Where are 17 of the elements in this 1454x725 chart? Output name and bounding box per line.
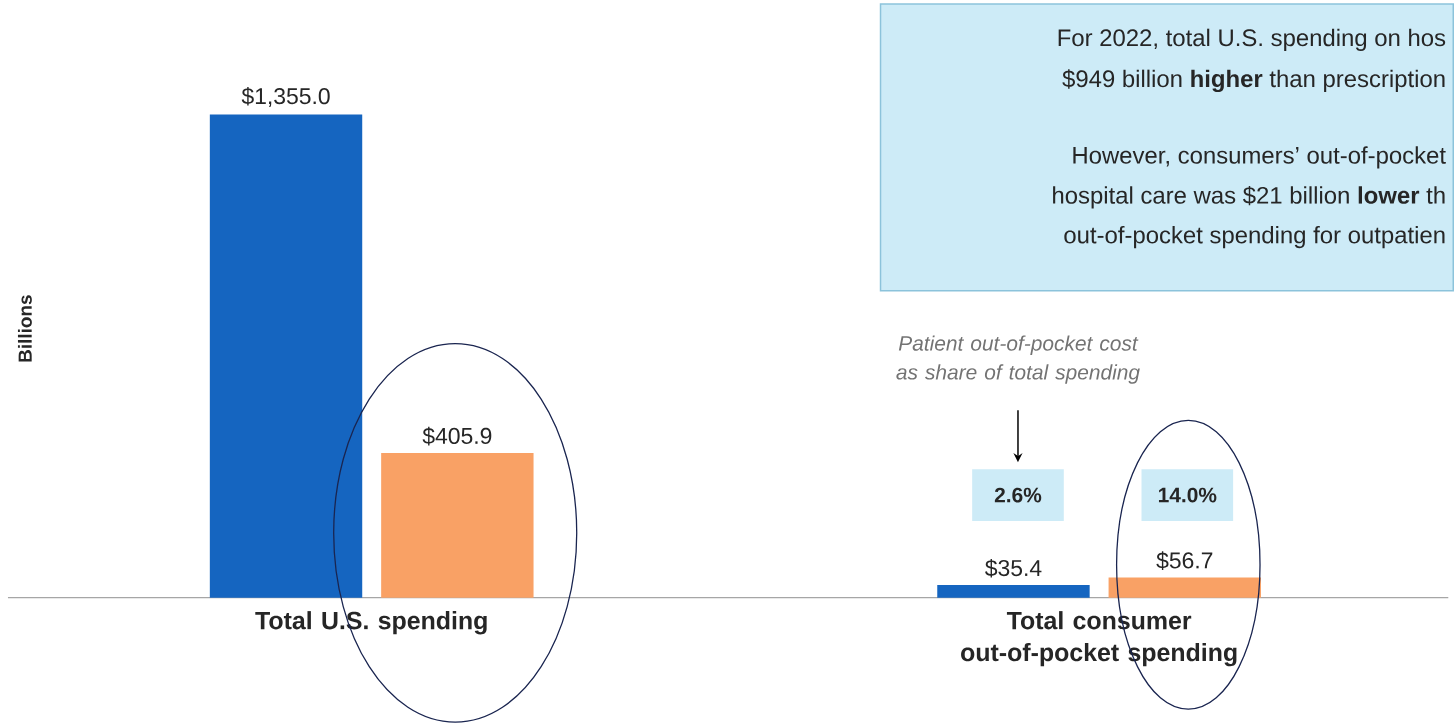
annotation: 2.6% bbox=[994, 487, 1042, 503]
bar bbox=[381, 452, 534, 598]
data-label: $1,355.0 bbox=[241, 86, 330, 107]
y-axis-title: Billions bbox=[17, 295, 32, 362]
data-label: $405.9 bbox=[422, 426, 492, 446]
annotation: 14.0% bbox=[1158, 487, 1217, 503]
annotation: out-of-pocket spending for outpatien bbox=[1064, 225, 1445, 249]
data-label: $35.4 bbox=[985, 558, 1042, 578]
annotation: However, consumers’ out-of-pocket bbox=[1073, 146, 1446, 169]
text: $949 billion higher than prescription bbox=[1062, 69, 1445, 92]
data-label: $56.7 bbox=[1156, 551, 1213, 570]
annotation: Patient out-of-pocket cost as share of total spending bbox=[896, 335, 1140, 384]
annotation: hospital care was $21 billion lower th bbox=[1053, 185, 1445, 209]
bar bbox=[209, 114, 363, 598]
bar bbox=[937, 584, 1090, 598]
text: For 2022, total U.S. spending on hos bbox=[1058, 28, 1446, 51]
bar bbox=[1108, 577, 1261, 598]
